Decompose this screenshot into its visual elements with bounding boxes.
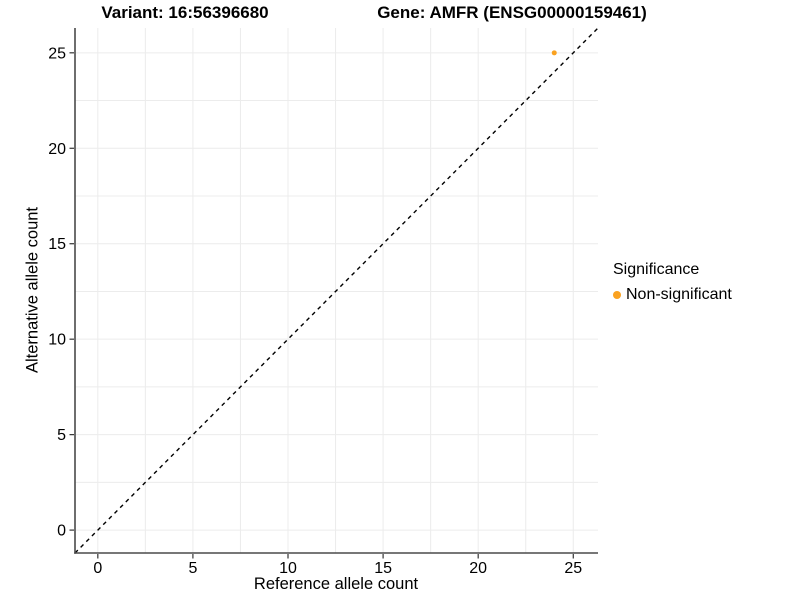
legend-item-label: Non-significant	[626, 286, 732, 303]
variant-title: Variant: 16:56396680	[101, 3, 269, 22]
x-tick-label: 20	[469, 560, 487, 577]
y-tick-label: 20	[48, 141, 66, 158]
x-tick-label: 0	[93, 560, 102, 577]
y-tick-label: 15	[48, 236, 66, 253]
x-tick-label: 15	[374, 560, 392, 577]
x-tick-label: 5	[188, 560, 197, 577]
gridlines	[75, 28, 598, 553]
identity-line	[74, 27, 599, 554]
axis-lines	[74, 28, 598, 554]
legend: Significance Non-significant	[613, 261, 732, 304]
legend-point-icon	[613, 291, 621, 299]
gene-title: Gene: AMFR (ENSG00000159461)	[377, 3, 647, 22]
x-axis-title: Reference allele count	[253, 575, 419, 593]
legend-item-non-significant: Non-significant	[613, 286, 732, 304]
y-tick-label: 10	[48, 332, 66, 349]
y-tick-label: 5	[57, 427, 66, 444]
y-axis-ticks: 0 5 10 15 20 25	[48, 45, 74, 540]
x-axis-ticks: 0 5 10 15 20 25	[93, 554, 582, 577]
data-point	[551, 50, 557, 56]
y-tick-label: 0	[57, 523, 66, 540]
y-axis-title: Alternative allele count	[23, 206, 42, 374]
legend-title: Significance	[613, 261, 700, 278]
x-tick-label: 25	[564, 560, 582, 577]
y-tick-label: 25	[48, 45, 66, 62]
x-tick-label: 10	[279, 560, 297, 577]
